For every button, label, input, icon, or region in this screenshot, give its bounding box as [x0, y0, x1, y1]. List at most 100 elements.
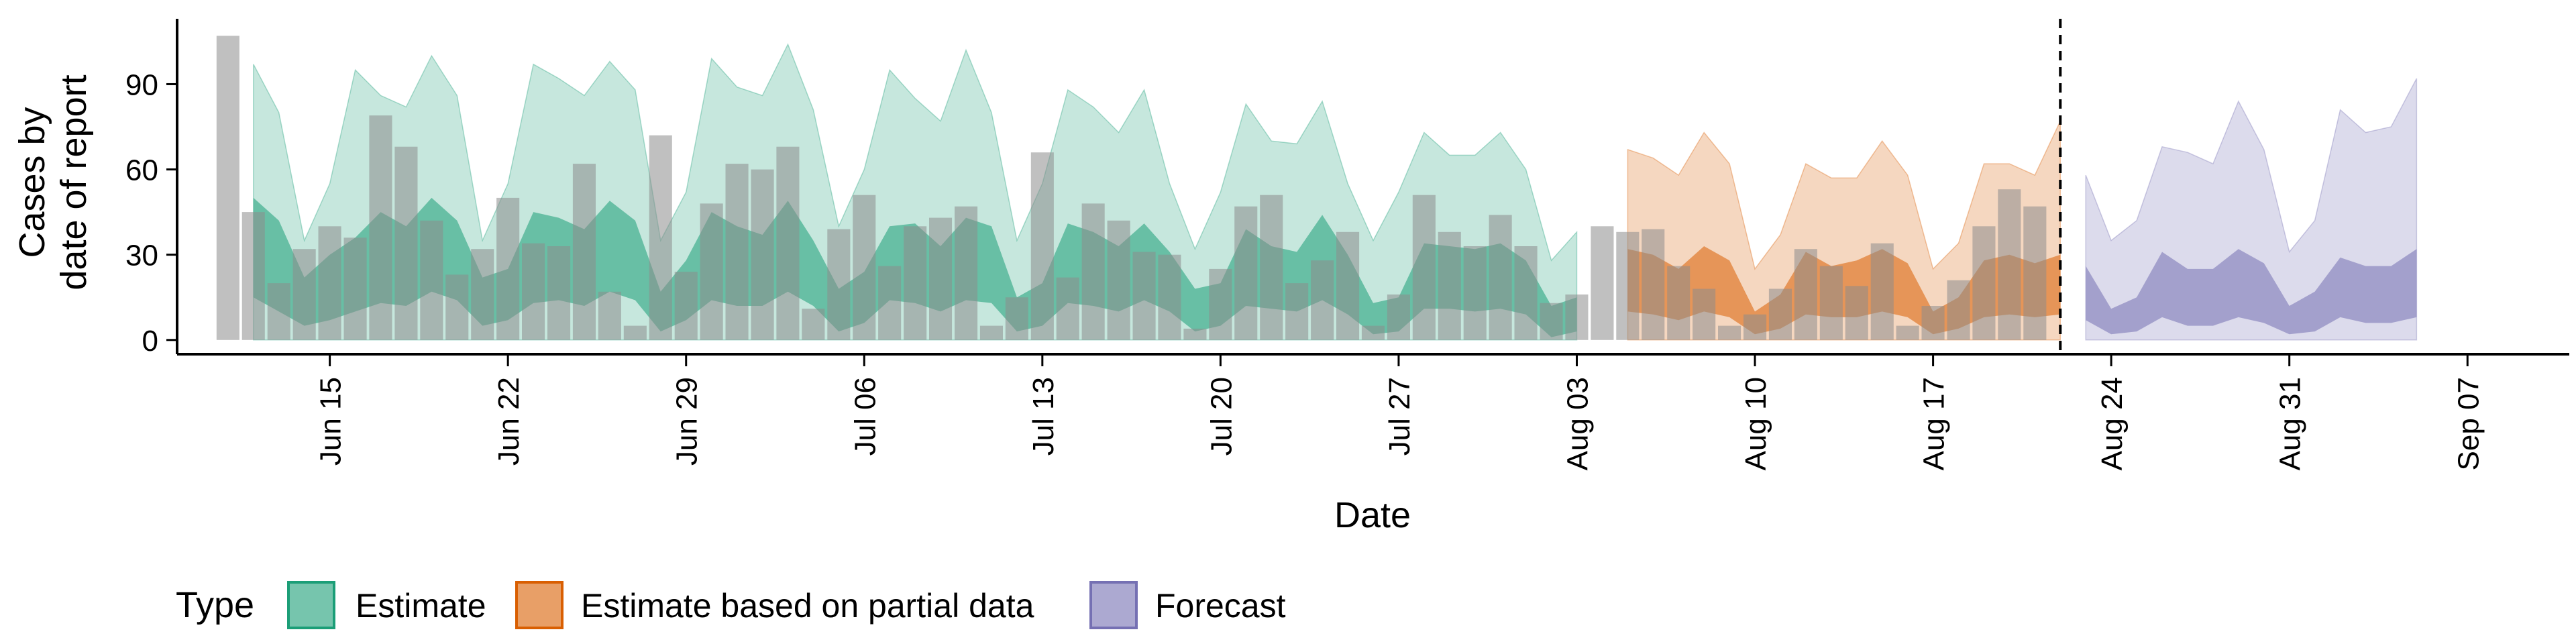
y-tick-label: 60	[125, 154, 158, 187]
case-bar	[1718, 325, 1741, 340]
x-tick-label: Aug 17	[1918, 377, 1951, 470]
case-bar	[572, 164, 596, 340]
y-axis-label-line-1: Cases by	[12, 107, 52, 258]
case-bar	[598, 291, 621, 340]
legend-title: Type	[176, 585, 254, 625]
y-tick-label: 0	[142, 325, 158, 358]
case-bar	[292, 249, 316, 340]
case-bar	[1743, 314, 1767, 340]
case-bar	[1361, 325, 1385, 340]
case-bar	[1489, 215, 1512, 340]
inner-band-forecast	[2086, 249, 2417, 335]
case-bar	[369, 115, 392, 340]
x-tick-label: Jun 22	[492, 377, 525, 466]
x-tick-label: Sep 07	[2452, 377, 2485, 470]
case-bar	[979, 325, 1003, 340]
case-bar	[853, 195, 876, 340]
legend-label-estimate: Estimate	[356, 587, 486, 625]
case-bar	[1336, 231, 1360, 340]
legend-item-forecast: Forecast	[1089, 581, 1286, 629]
case-bar	[1107, 220, 1130, 340]
case-bar	[1921, 306, 1945, 340]
case-bar	[1412, 195, 1436, 340]
case-bar	[802, 309, 825, 340]
case-bar	[1311, 260, 1334, 340]
plot-area	[216, 19, 2418, 354]
case-bar	[1896, 325, 1919, 340]
x-tick-label: Aug 31	[2274, 377, 2307, 470]
axes	[176, 19, 2569, 356]
case-bar	[1158, 254, 1181, 340]
case-bar	[649, 135, 672, 340]
case-bar	[522, 243, 545, 340]
y-ticks: 0 30 60 90	[125, 68, 177, 358]
case-bar	[1540, 303, 1563, 340]
x-ticks: Jun 15 Jun 22 Jun 29 Jul 06 Jul 13 Jul 20 Jul …	[315, 354, 2485, 470]
x-tick-label: Jul 20	[1205, 377, 1238, 455]
y-tick-label: 30	[125, 239, 158, 272]
reported-cases-bars	[216, 36, 2047, 340]
legend-key-estimate	[287, 581, 335, 629]
y-axis-label-line-2: date of report	[54, 74, 94, 290]
case-bar	[547, 246, 571, 340]
case-bar	[1565, 294, 1589, 340]
case-bar	[471, 249, 494, 340]
case-bar	[878, 266, 902, 340]
x-tick-label: Aug 10	[1739, 377, 1772, 470]
case-bar	[1030, 152, 1054, 340]
case-bar	[1285, 283, 1309, 340]
case-bar	[343, 237, 367, 340]
case-bar	[904, 226, 927, 340]
case-bar	[1642, 229, 1665, 340]
case-bar	[929, 217, 953, 340]
case-bar	[751, 169, 774, 340]
case-bar	[1005, 297, 1028, 340]
y-tick-label: 90	[125, 68, 158, 101]
case-bar	[1081, 203, 1105, 340]
case-bar	[1591, 226, 1614, 340]
x-tick-label: Jul 13	[1027, 377, 1060, 455]
x-tick-label: Jul 06	[849, 377, 881, 455]
case-bar	[1845, 286, 1868, 340]
legend-item-estimate: Estimate	[287, 581, 486, 629]
x-tick-label: Aug 24	[2096, 377, 2129, 470]
x-axis-label: Date	[1334, 495, 1411, 535]
case-bar	[1234, 206, 1258, 340]
x-tick-label: Jul 27	[1383, 377, 1416, 455]
case-bar	[1667, 266, 1690, 340]
case-bar	[2023, 206, 2047, 340]
case-bar	[1768, 288, 1792, 340]
case-bar	[1514, 246, 1538, 340]
case-bar	[1693, 288, 1716, 340]
case-bar	[827, 229, 851, 340]
case-bar	[1794, 249, 1817, 340]
legend: Type Estimate Estimate based on partial …	[176, 581, 1286, 629]
case-bar	[1132, 252, 1156, 340]
case-bar	[725, 164, 749, 340]
case-bar	[445, 274, 469, 340]
case-bar	[1463, 246, 1487, 340]
case-bar	[1947, 280, 1970, 340]
case-bar	[776, 146, 800, 340]
case-bar	[674, 272, 698, 340]
legend-key-forecast	[1089, 581, 1138, 629]
case-bar	[955, 206, 978, 340]
case-bar	[1260, 195, 1283, 340]
case-bar	[1183, 328, 1207, 340]
case-bar	[623, 325, 647, 340]
case-bar	[1972, 226, 1996, 340]
case-bar	[216, 36, 239, 340]
case-bar	[1616, 231, 1640, 340]
case-bar	[1819, 266, 1843, 340]
legend-label-forecast: Forecast	[1155, 587, 1286, 625]
legend-label-partial: Estimate based on partial data	[581, 587, 1034, 625]
legend-item-partial: Estimate based on partial data	[515, 581, 1034, 629]
case-bar	[1209, 268, 1232, 340]
series-forecast	[2085, 78, 2418, 341]
case-bar	[1387, 294, 1410, 340]
case-bar	[420, 220, 443, 340]
x-tick-label: Aug 03	[1562, 377, 1595, 470]
legend-key-partial	[515, 581, 564, 629]
x-tick-label: Jun 15	[315, 377, 347, 466]
